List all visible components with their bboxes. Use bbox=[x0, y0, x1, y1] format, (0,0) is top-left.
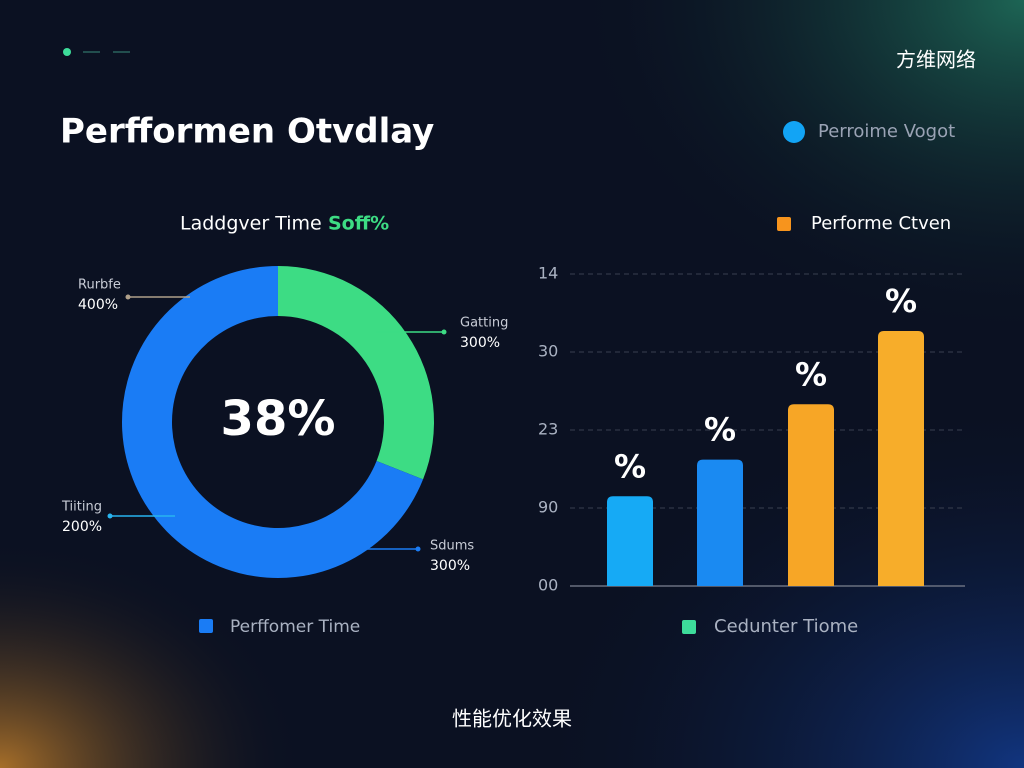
bar bbox=[788, 404, 834, 586]
y-tick-label: 23 bbox=[538, 420, 558, 439]
bar-value-label: % bbox=[614, 447, 646, 485]
legend-label: Cedunter Tiome bbox=[714, 616, 858, 637]
badge: Perroime Vogot bbox=[818, 121, 955, 142]
leader-dot bbox=[125, 294, 131, 300]
bar bbox=[878, 330, 924, 586]
donut-slice bbox=[122, 266, 424, 578]
leader-dot bbox=[107, 513, 113, 519]
donut-highlight: Soff% bbox=[328, 213, 389, 235]
donut-center-label: 38% bbox=[221, 391, 336, 447]
bar-value-label: % bbox=[704, 411, 736, 449]
y-tick-label: 90 bbox=[538, 498, 558, 517]
bar-value-label: % bbox=[885, 282, 917, 320]
bar bbox=[697, 459, 743, 586]
deco-dot bbox=[63, 48, 71, 56]
donut-slice bbox=[278, 266, 434, 480]
annotation-name: Tiiting bbox=[61, 500, 102, 515]
legend-swatch bbox=[199, 619, 213, 633]
y-tick-label: 30 bbox=[538, 342, 558, 361]
badge-dot bbox=[783, 121, 805, 143]
annotation-value: 300% bbox=[430, 558, 470, 574]
y-tick-label: 14 bbox=[538, 264, 558, 283]
bar bbox=[607, 496, 653, 586]
legend-swatch bbox=[777, 217, 791, 231]
y-tick-label: 00 bbox=[538, 576, 558, 595]
annotation-name: Gatting bbox=[460, 316, 508, 331]
annotation-value: 200% bbox=[62, 519, 102, 535]
footer-caption: 性能优化效果 bbox=[452, 707, 572, 731]
legend-label: Perffomer Time bbox=[230, 617, 360, 637]
annotation-name: Rurbfe bbox=[78, 278, 121, 293]
page-title: Perfformen Otvdlay bbox=[60, 112, 434, 152]
bar-value-label: % bbox=[795, 355, 827, 393]
legend-label: Performe Ctven bbox=[811, 213, 951, 234]
legend-swatch bbox=[682, 620, 696, 634]
brand: 方维网络 bbox=[896, 48, 976, 72]
annotation-value: 300% bbox=[460, 335, 500, 351]
leader-dot bbox=[415, 546, 421, 552]
donut-title: Laddgver Time bbox=[180, 213, 322, 235]
annotation-value: 400% bbox=[78, 297, 118, 313]
annotation-name: Sdums bbox=[430, 539, 474, 554]
leader-dot bbox=[441, 329, 447, 335]
